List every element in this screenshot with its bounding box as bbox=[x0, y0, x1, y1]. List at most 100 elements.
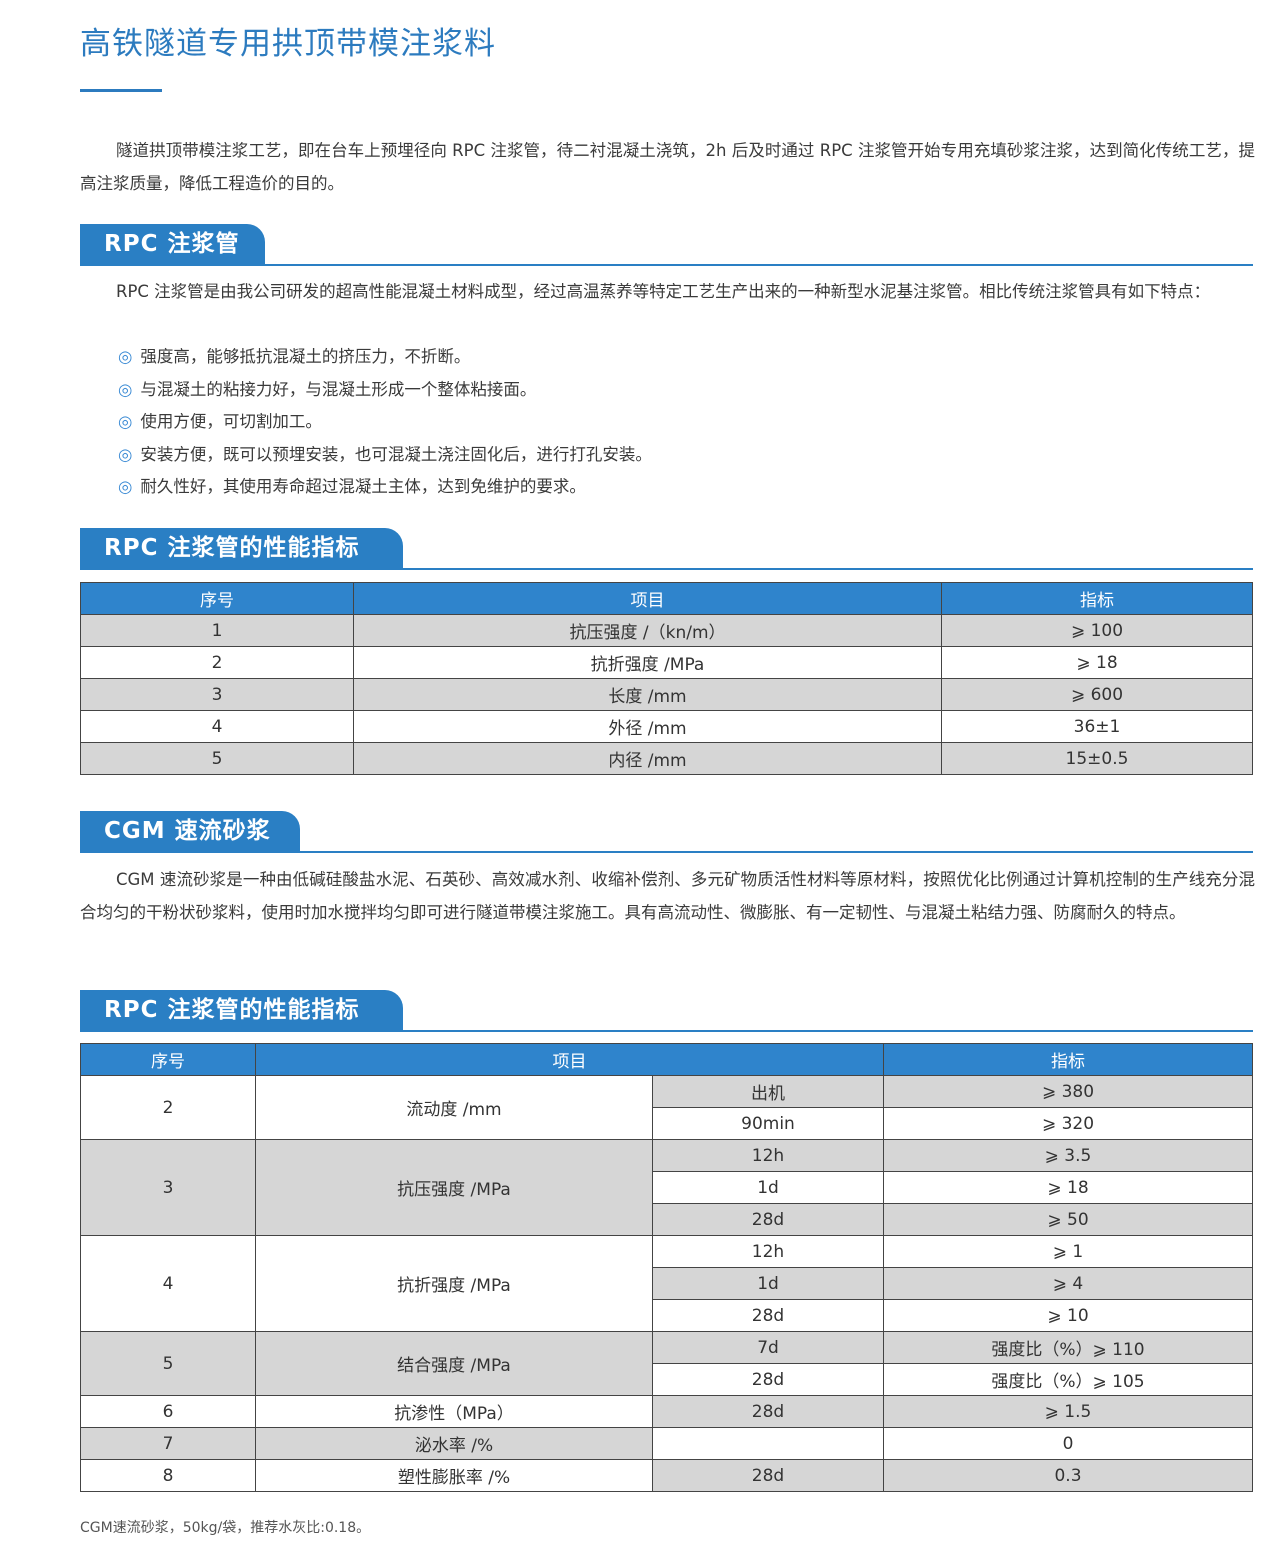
table-row: 6 抗渗性（MPa） 28d ⩾ 1.5 bbox=[80, 1395, 1253, 1428]
condition-cell: 12h bbox=[652, 1235, 884, 1268]
spec-cell: ⩾ 18 bbox=[941, 646, 1253, 679]
no-cell: 2 bbox=[80, 1075, 256, 1140]
table-row: 2 抗折强度 /MPa ⩾ 18 bbox=[80, 646, 1253, 679]
title-underline bbox=[80, 89, 162, 92]
list-item-text: 安装方便，既可以预埋安装，也可混凝土浇注固化后，进行打孔安装。 bbox=[140, 444, 652, 464]
table-row: 1d ⩾ 18 bbox=[81, 1171, 1253, 1204]
no-cell: 3 bbox=[80, 1139, 256, 1236]
spec-cell: ⩾ 600 bbox=[941, 678, 1253, 711]
section-tab: RPC 注浆管的性能指标 bbox=[80, 528, 403, 568]
condition-cell: 28d bbox=[652, 1203, 884, 1236]
section-tab: RPC 注浆管 bbox=[80, 224, 265, 264]
spec-cell: 强度比（%）⩾ 110 bbox=[883, 1331, 1253, 1364]
table-row: 5 内径 /mm 15±0.5 bbox=[80, 742, 1253, 775]
section-tab: CGM 速流砂浆 bbox=[80, 811, 300, 851]
spec-cell: ⩾ 18 bbox=[883, 1171, 1253, 1204]
table-row: 2 流动度 /mm 出机 ⩾ 380 bbox=[80, 1075, 1253, 1140]
intro-paragraph: 隧道拱顶带模注浆工艺，即在台车上预埋径向 RPC 注浆管，待二衬混凝土浇筑，2h… bbox=[80, 141, 1255, 193]
section-header-cgm: CGM 速流砂浆 bbox=[80, 811, 1253, 853]
condition-cell: 出机 bbox=[652, 1075, 884, 1108]
header-spec: 指标 bbox=[941, 582, 1253, 615]
no-cell: 1 bbox=[80, 614, 354, 647]
condition-cell: 28d bbox=[652, 1363, 884, 1396]
spec-cell: 0.3 bbox=[883, 1459, 1253, 1492]
divider bbox=[80, 264, 1253, 266]
no-cell: 6 bbox=[80, 1395, 256, 1428]
spec-cell: 强度比（%）⩾ 105 bbox=[883, 1363, 1253, 1396]
condition-cell: 28d bbox=[652, 1459, 884, 1492]
bullet-circle-icon: ◎ bbox=[118, 379, 133, 399]
section-header-table2: RPC 注浆管的性能指标 bbox=[80, 990, 1253, 1032]
no-cell: 2 bbox=[80, 646, 354, 679]
table-row: 28d 强度比（%）⩾ 105 bbox=[81, 1363, 1253, 1396]
section-tab: RPC 注浆管的性能指标 bbox=[80, 990, 403, 1030]
spec-cell: ⩾ 320 bbox=[883, 1107, 1253, 1140]
item-cell: 抗压强度 /MPa bbox=[255, 1139, 653, 1236]
table-row: 3 抗压强度 /MPa 12h ⩾ 3.5 bbox=[80, 1139, 1253, 1236]
cgm-paragraph: CGM 速流砂浆是一种由低碱硅酸盐水泥、石英砂、高效减水剂、收缩补偿剂、多元矿物… bbox=[80, 870, 1255, 922]
spec-cell: 15±0.5 bbox=[941, 742, 1253, 775]
divider bbox=[80, 568, 1253, 570]
condition-cell: 28d bbox=[652, 1299, 884, 1332]
item-cell: 外径 /mm bbox=[353, 710, 942, 743]
header-spec: 指标 bbox=[883, 1043, 1253, 1076]
rpc-spec-table: 序号 项目 指标 1 抗压强度 /（kn/m） ⩾ 100 2 抗折强度 /MPa ⩾ 1… bbox=[80, 582, 1253, 775]
condition-cell: 90min bbox=[652, 1107, 884, 1140]
table-row: 5 结合强度 /MPa 7d 强度比（%）⩾ 110 bbox=[80, 1331, 1253, 1396]
spec-cell: 0 bbox=[883, 1427, 1253, 1460]
list-item: ◎ 使用方便，可切割加工。 bbox=[118, 406, 652, 439]
spec-cell: ⩾ 100 bbox=[941, 614, 1253, 647]
no-cell: 4 bbox=[80, 710, 354, 743]
cgm-spec-table: 序号 项目 指标 2 流动度 /mm 出机 ⩾ 380 90min ⩾ 320 3 抗压强度 … bbox=[80, 1043, 1253, 1492]
spec-cell: ⩾ 10 bbox=[883, 1299, 1253, 1332]
item-cell: 抗渗性（MPa） bbox=[255, 1395, 653, 1428]
list-item: ◎ 与混凝土的粘接力好，与混凝土形成一个整体粘接面。 bbox=[118, 374, 652, 407]
list-item-text: 使用方便，可切割加工。 bbox=[140, 412, 322, 432]
spec-cell: ⩾ 3.5 bbox=[883, 1139, 1253, 1172]
section-header-table1: RPC 注浆管的性能指标 bbox=[80, 528, 1253, 570]
table-row: 8 塑性膨胀率 /% 28d 0.3 bbox=[80, 1459, 1253, 1492]
list-item: ◎ 安装方便，既可以预埋安装，也可混凝土浇注固化后，进行打孔安装。 bbox=[118, 439, 652, 472]
item-cell: 抗折强度 /MPa bbox=[255, 1235, 653, 1332]
spec-cell: ⩾ 380 bbox=[883, 1075, 1253, 1108]
list-item-text: 耐久性好，其使用寿命超过混凝土主体，达到免维护的要求。 bbox=[140, 477, 586, 497]
item-cell: 流动度 /mm bbox=[255, 1075, 653, 1140]
item-cell: 塑性膨胀率 /% bbox=[255, 1459, 653, 1492]
header-item: 项目 bbox=[353, 582, 942, 615]
table-row: 4 抗折强度 /MPa 12h ⩾ 1 bbox=[80, 1235, 1253, 1332]
spec-cell: ⩾ 1.5 bbox=[883, 1395, 1253, 1428]
no-cell: 5 bbox=[80, 742, 354, 775]
bullet-circle-icon: ◎ bbox=[118, 477, 133, 497]
list-item-text: 与混凝土的粘接力好，与混凝土形成一个整体粘接面。 bbox=[140, 379, 537, 399]
bullet-circle-icon: ◎ bbox=[118, 412, 133, 432]
bullet-circle-icon: ◎ bbox=[118, 444, 133, 464]
table-row: 90min ⩾ 320 bbox=[81, 1107, 1253, 1140]
list-item: ◎ 强度高，能够抵抗混凝土的挤压力，不折断。 bbox=[118, 341, 652, 374]
condition-cell: 1d bbox=[652, 1267, 884, 1300]
spec-cell: 36±1 bbox=[941, 710, 1253, 743]
condition-cell bbox=[652, 1427, 884, 1460]
bullet-circle-icon: ◎ bbox=[118, 347, 133, 366]
section-header-rpc: RPC 注浆管 bbox=[80, 224, 1253, 266]
item-cell: 结合强度 /MPa bbox=[255, 1331, 653, 1396]
divider bbox=[80, 1030, 1253, 1032]
spec-cell: ⩾ 1 bbox=[883, 1235, 1253, 1268]
rpc-paragraph: RPC 注浆管是由我公司研发的超高性能混凝土材料成型，经过高温蒸养等特定工艺生产… bbox=[116, 282, 1211, 301]
condition-cell: 28d bbox=[652, 1395, 884, 1428]
table-row: 3 长度 /mm ⩾ 600 bbox=[80, 678, 1253, 711]
condition-cell: 1d bbox=[652, 1171, 884, 1204]
table-row: 28d ⩾ 50 bbox=[81, 1203, 1253, 1236]
condition-cell: 12h bbox=[652, 1139, 884, 1172]
spec-cell: ⩾ 4 bbox=[883, 1267, 1253, 1300]
table-header-row: 序号 项目 指标 bbox=[80, 1043, 1253, 1076]
footnote: CGM速流砂浆，50kg/袋，推荐水灰比:0.18。 bbox=[80, 1520, 371, 1536]
table-header-row: 序号 项目 指标 bbox=[80, 582, 1253, 615]
table-row: 1d ⩾ 4 bbox=[81, 1267, 1253, 1300]
item-cell: 抗压强度 /（kn/m） bbox=[353, 614, 942, 647]
divider bbox=[80, 851, 1253, 853]
no-cell: 4 bbox=[80, 1235, 256, 1332]
item-cell: 抗折强度 /MPa bbox=[353, 646, 942, 679]
item-cell: 长度 /mm bbox=[353, 678, 942, 711]
no-cell: 7 bbox=[80, 1427, 256, 1460]
spec-cell: ⩾ 50 bbox=[883, 1203, 1253, 1236]
